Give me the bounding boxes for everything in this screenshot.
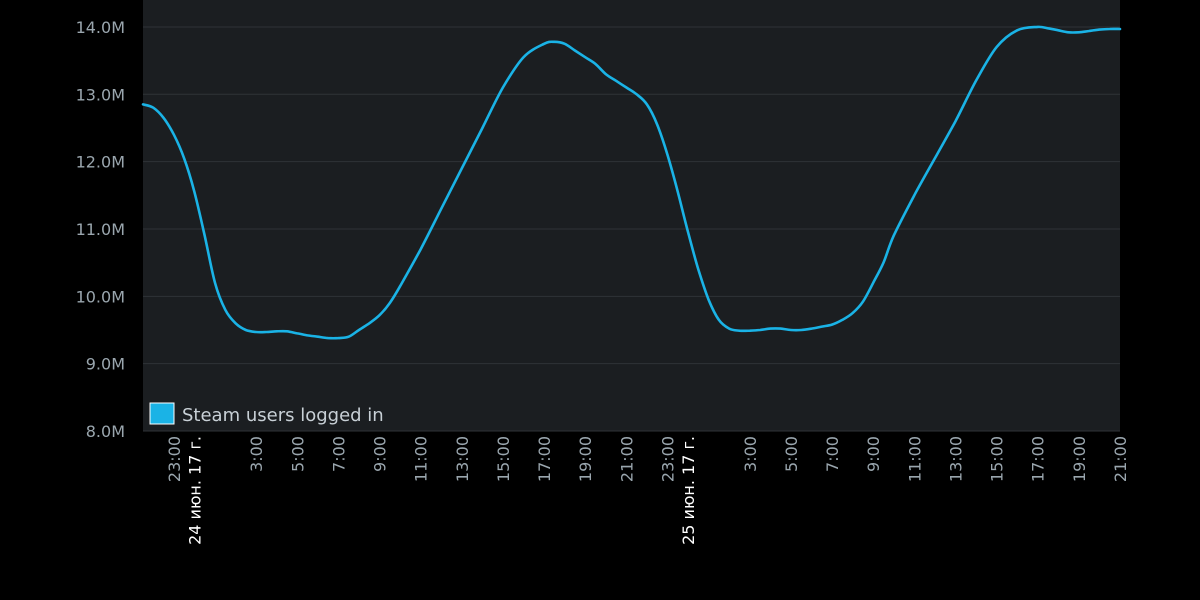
x-tick-label: 19:00 <box>576 436 595 482</box>
grid-lines <box>143 26 1120 432</box>
x-tick-label: 3:00 <box>247 436 266 472</box>
legend-swatch <box>149 402 175 425</box>
x-tick-label: 13:00 <box>453 436 472 482</box>
y-axis: 8.0M 9.0M 10.0M 11.0M 12.0M 13.0M 14.0M <box>76 18 125 441</box>
legend: Steam users logged in <box>149 402 384 426</box>
x-tick-label: 5:00 <box>288 436 307 472</box>
y-tick-label: 14.0M <box>76 18 125 37</box>
plot-area <box>143 0 1120 431</box>
y-tick-label: 12.0M <box>76 153 125 172</box>
x-tick-label: 7:00 <box>823 436 842 472</box>
y-tick-label: 9.0M <box>86 355 125 374</box>
x-tick-label: 15:00 <box>988 436 1007 482</box>
x-tick-date-label: 25 июн. 17 г. <box>679 436 698 545</box>
x-tick-label: 7:00 <box>329 436 348 472</box>
x-tick-label: 11:00 <box>412 436 431 482</box>
x-tick-label: 15:00 <box>494 436 513 482</box>
x-tick-label: 23:00 <box>658 436 677 482</box>
x-axis: 23:00 24 июн. 17 г. 3:00 5:00 7:00 9:00 11:00 1… <box>165 436 1130 545</box>
x-tick-label: 3:00 <box>741 436 760 472</box>
y-tick-label: 13.0M <box>76 85 125 104</box>
x-tick-label: 17:00 <box>535 436 554 482</box>
x-tick-label: 11:00 <box>905 436 924 482</box>
x-tick-label: 21:00 <box>1111 436 1130 482</box>
y-tick-label: 10.0M <box>76 287 125 306</box>
x-tick-label: 19:00 <box>1070 436 1089 482</box>
series-line <box>141 25 1122 340</box>
y-tick-label: 8.0M <box>86 422 125 441</box>
x-tick-date-label: 24 июн. 17 г. <box>185 436 204 545</box>
x-tick-label: 21:00 <box>617 436 636 482</box>
x-tick-label: 5:00 <box>782 436 801 472</box>
x-tick-label: 9:00 <box>371 436 390 472</box>
x-tick-label: 9:00 <box>864 436 883 472</box>
legend-label: Steam users logged in <box>182 405 384 426</box>
x-tick-label: 23:00 <box>165 436 184 482</box>
y-tick-label: 11.0M <box>76 220 125 239</box>
x-tick-label: 17:00 <box>1029 436 1048 482</box>
x-tick-label: 13:00 <box>946 436 965 482</box>
